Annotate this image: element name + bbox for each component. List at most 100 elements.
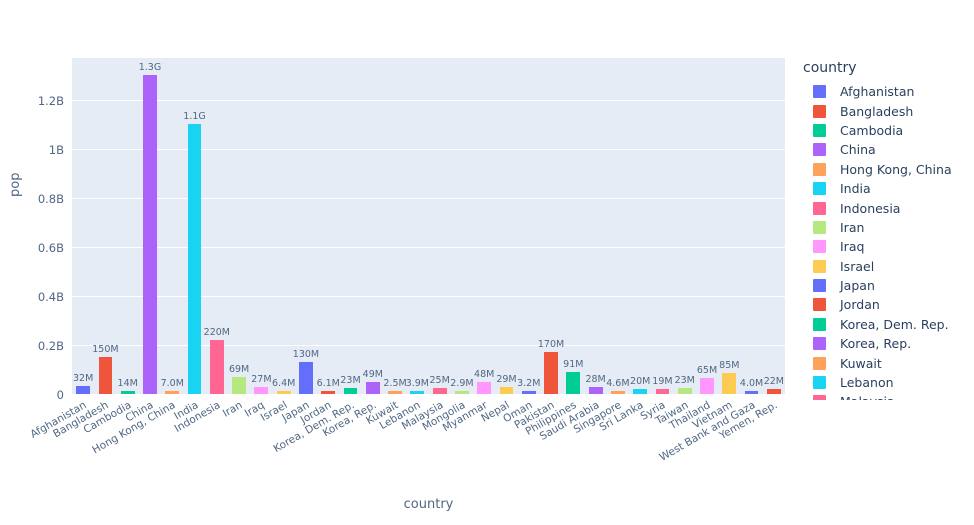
legend-swatch-icon [813, 337, 826, 351]
bar[interactable] [254, 387, 269, 394]
bar[interactable] [365, 381, 380, 394]
legend-item[interactable]: Kuwait [803, 353, 974, 372]
bar-value-label: 2.5M [383, 378, 407, 389]
bar[interactable] [187, 124, 202, 394]
legend-item[interactable]: Korea, Rep. [803, 334, 974, 353]
bar-value-label: 6.1M [316, 378, 340, 389]
legend-item[interactable]: Korea, Dem. Rep. [803, 315, 974, 334]
bar-value-label: 20M [630, 376, 651, 388]
bar[interactable] [143, 75, 157, 394]
legend-items: Afghanistan Bangladesh Cambodia China Hong K… [803, 82, 974, 400]
legend-item-label: China [840, 142, 876, 158]
legend-title: country [803, 60, 857, 76]
bar-value-label: 48M [474, 369, 495, 381]
bar[interactable] [499, 386, 514, 394]
bar[interactable] [477, 382, 492, 394]
bar-value-label: 69M [228, 364, 250, 376]
bar[interactable] [410, 391, 425, 394]
legend-item[interactable]: Bangladesh [803, 101, 974, 120]
legend-item[interactable]: China [803, 140, 974, 159]
legend-item-label: Korea, Dem. Rep. [840, 316, 949, 332]
bar-value-label: 220M [203, 327, 230, 339]
bar[interactable] [722, 373, 737, 394]
bar[interactable] [321, 391, 336, 394]
bar-value-label: 22M [763, 375, 785, 387]
bar-value-label: 130M [292, 349, 320, 361]
bar-value-label: 25M [429, 374, 450, 386]
bar-value-label: 1.3G [138, 62, 162, 74]
legend-item[interactable]: Hong Kong, China [803, 160, 974, 179]
bar[interactable] [700, 378, 714, 394]
bar[interactable] [521, 391, 536, 394]
bar[interactable] [610, 391, 625, 394]
bar[interactable] [432, 387, 447, 394]
bar[interactable] [677, 388, 692, 394]
bar-value-label: 6.4M [272, 378, 296, 389]
legend-item[interactable]: Iraq [803, 237, 974, 256]
legend-swatch-icon [813, 220, 826, 234]
bar[interactable] [388, 391, 402, 394]
bar-value-label: 29M [496, 373, 517, 385]
gridline [72, 246, 785, 248]
bar[interactable] [566, 371, 581, 394]
y-axis-tick-label: 0 [56, 388, 64, 402]
bar-value-label: 1.1G [183, 111, 206, 123]
plot-area [72, 58, 785, 394]
legend-item[interactable]: Malaysia [803, 392, 974, 400]
bar-value-label: 91M [563, 358, 584, 370]
bar-value-label: 4.0M [739, 378, 764, 389]
bar[interactable] [633, 389, 648, 394]
bar[interactable] [544, 352, 558, 394]
y-axis-tick-label: 1.2B [37, 93, 64, 108]
bar[interactable] [209, 340, 224, 394]
legend-item-label: Iraq [840, 239, 865, 255]
legend-item-label: India [840, 181, 871, 197]
bar[interactable] [232, 377, 246, 394]
legend-item[interactable]: Indonesia [803, 198, 974, 217]
legend-swatch-icon [813, 104, 826, 118]
bar[interactable] [165, 391, 180, 394]
bar[interactable] [766, 388, 781, 394]
bar[interactable] [655, 389, 670, 394]
legend-item-label: Bangladesh [840, 103, 914, 119]
gridline [72, 99, 785, 101]
legend-item-label: Korea, Rep. [840, 336, 912, 352]
bar[interactable] [276, 391, 291, 394]
legend-swatch-icon [813, 123, 826, 137]
legend-swatch-icon [813, 356, 826, 370]
bar-value-label: 4.6M [606, 378, 630, 389]
bar[interactable] [455, 391, 469, 394]
legend-item[interactable]: Israel [803, 257, 974, 276]
bar[interactable] [588, 387, 603, 394]
bar[interactable] [76, 386, 91, 394]
gridline [72, 295, 785, 297]
legend-swatch-icon [813, 182, 826, 196]
bar-value-label: 85M [719, 360, 740, 372]
legend-item[interactable]: Japan [803, 276, 974, 295]
legend-swatch-icon [813, 298, 826, 312]
legend-item-label: Japan [840, 278, 875, 294]
bar-value-label: 3.9M [405, 378, 430, 389]
legend-item[interactable]: Iran [803, 218, 974, 237]
legend-item[interactable]: India [803, 179, 974, 198]
bar[interactable] [120, 390, 135, 394]
bar[interactable] [744, 391, 759, 394]
legend-item[interactable]: Cambodia [803, 121, 974, 140]
bar-value-label: 65M [696, 365, 718, 377]
legend-item[interactable]: Lebanon [803, 373, 974, 392]
bar[interactable] [343, 388, 358, 394]
bar-value-label: 3.2M [517, 378, 541, 389]
legend-swatch-icon [813, 376, 826, 390]
legend-item[interactable]: Jordan [803, 295, 974, 314]
bar[interactable] [98, 357, 113, 394]
legend-swatch-icon [813, 201, 826, 215]
legend-swatch-icon [813, 395, 826, 400]
bar-value-label: 23M [674, 375, 695, 387]
y-axis-tick-label: 0.2B [37, 338, 64, 353]
legend-item-label: Afghanistan [840, 84, 915, 100]
legend-item-label: Cambodia [840, 122, 904, 138]
legend-item[interactable]: Afghanistan [803, 82, 974, 101]
y-axis-tick-label: 0.8B [37, 191, 64, 206]
bar[interactable] [299, 362, 313, 394]
